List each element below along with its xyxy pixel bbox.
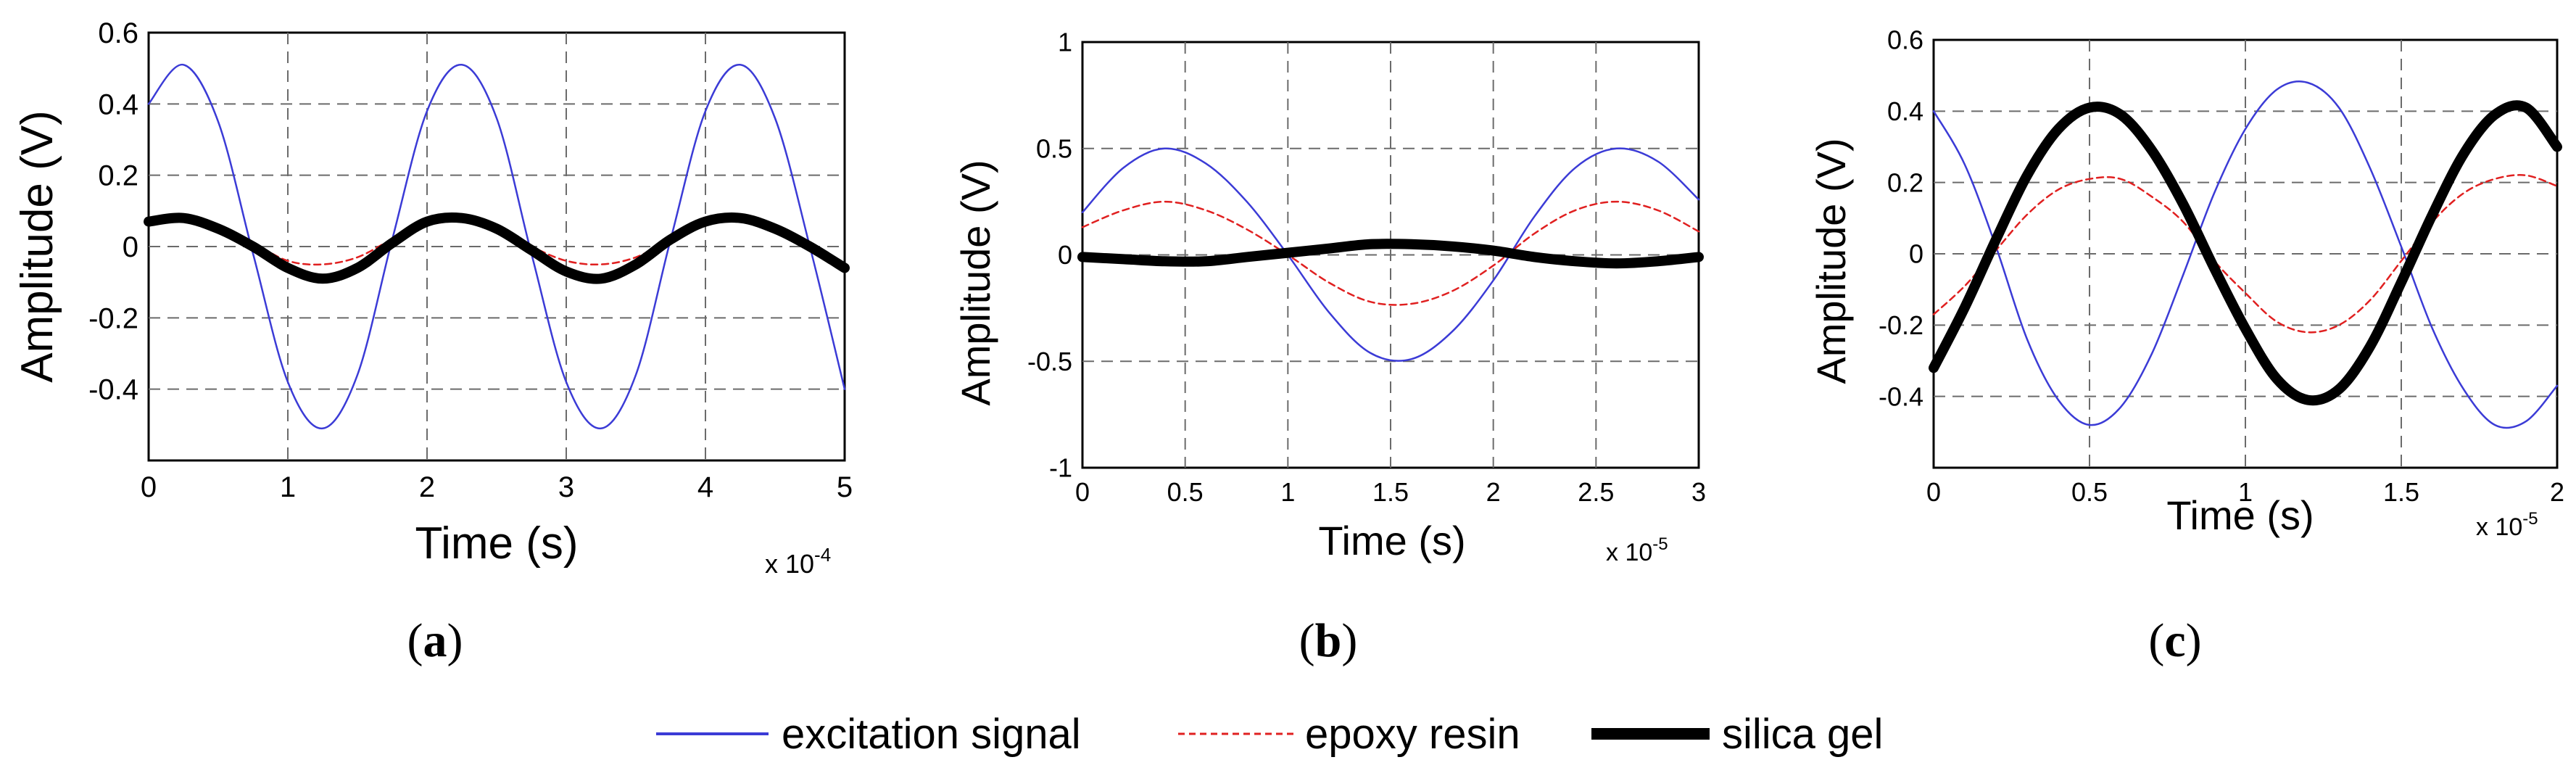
legend-label-excitation: excitation signal [782, 711, 1081, 758]
panel-label-b: (b) [1299, 614, 1358, 667]
x-tick-label-b-3: 1.5 [1372, 477, 1409, 507]
ticks-c: 0 0.5 1 1.5 2 -0.4 -0.2 0 0.2 0.4 0.6 [1879, 25, 2564, 507]
y-tick-label-b-4: 1 [1058, 28, 1072, 57]
y-tick-label-a-3: 0.2 [98, 160, 138, 192]
legend-label-silica: silica gel [1722, 711, 1883, 758]
panel-b: 0 0.5 1 1.5 2 2.5 3 -1 -0.5 0 0.5 1 Amplitude (V) T… [953, 28, 1706, 667]
panel-c: 0 0.5 1 1.5 2 -0.4 -0.2 0 0.2 0.4 0.6 Amplitude (V… [1808, 25, 2564, 667]
y-axis-label-c: Amplitude (V) [1808, 138, 1854, 384]
y-tick-label-a-1: -0.2 [88, 302, 138, 334]
series-line-excitation-signal-c [1932, 80, 2559, 429]
x-tick-label-b-4: 2 [1486, 477, 1501, 507]
y-tick-label-b-3: 0.5 [1036, 133, 1072, 163]
ticks-b: 0 0.5 1 1.5 2 2.5 3 -1 -0.5 0 0.5 1 [1027, 28, 1706, 507]
x-tick-label-b-1: 0.5 [1167, 477, 1204, 507]
y-tick-label-a-0: -0.4 [88, 374, 138, 406]
legend: excitation signal epoxy resin silica gel [656, 711, 1883, 758]
x-tick-label-b-6: 3 [1691, 477, 1706, 507]
x-multiplier-b: x 10-5 [1606, 534, 1668, 566]
x-axis-label-a: Time (s) [415, 518, 579, 569]
y-tick-label-b-0: -1 [1049, 453, 1072, 483]
x-tick-label-b-0: 0 [1075, 477, 1090, 507]
series-c [1929, 80, 2562, 429]
x-multiplier-base-a: x 10 [765, 549, 814, 579]
grid-c [1934, 40, 2557, 468]
panel-label-letter-a: a [423, 614, 447, 667]
y-axis-label-b: Amplitude (V) [953, 160, 998, 405]
x-axis-label-b: Time (s) [1318, 518, 1465, 563]
y-tick-label-b-2: 0 [1058, 240, 1072, 270]
x-multiplier-c: x 10-5 [2476, 509, 2538, 541]
series-b [1077, 147, 1704, 362]
x-axis-label-c: Time (s) [2166, 492, 2314, 538]
panel-label-c: (c) [2148, 614, 2201, 667]
y-tick-label-a-4: 0.4 [98, 88, 138, 120]
y-tick-label-c-4: 0.4 [1887, 96, 1923, 126]
x-tick-label-a-0: 0 [141, 471, 157, 503]
series-line-silica-gel-c [1929, 100, 2562, 406]
y-tick-label-c-3: 0.2 [1887, 168, 1923, 197]
panel-a: 0 1 2 3 4 5 -0.4 -0.2 0 0.2 0.4 0.6 Amplitude (V) T… [12, 17, 853, 667]
y-tick-label-a-5: 0.6 [98, 17, 138, 49]
y-tick-label-c-2: 0 [1909, 239, 1923, 269]
x-tick-label-c-3: 1.5 [2383, 477, 2419, 507]
series-line-epoxy-resin-b [1081, 200, 1700, 306]
x-multiplier-base-c: x 10 [2476, 513, 2522, 541]
x-multiplier-base-b: x 10 [1606, 539, 1652, 566]
series-line-silica-gel-a [144, 212, 850, 284]
series-a [144, 64, 850, 430]
series-line-excitation-signal-a [147, 64, 846, 430]
panel-label-a: (a) [407, 614, 463, 667]
legend-label-epoxy: epoxy resin [1305, 711, 1520, 758]
y-tick-label-c-1: -0.2 [1879, 310, 1923, 340]
y-axis-label-a: Amplitude (V) [12, 110, 62, 383]
y-tick-label-a-2: 0 [123, 231, 138, 263]
panel-label-letter-b: b [1315, 614, 1342, 667]
series-line-excitation-signal-b [1081, 147, 1700, 362]
panel-label-letter-c: c [2164, 614, 2185, 667]
x-multiplier-a: x 10-4 [765, 544, 831, 579]
x-tick-label-a-1: 1 [280, 471, 296, 503]
x-multiplier-exponent-b: -5 [1652, 534, 1668, 554]
x-tick-label-c-2: 1 [2238, 477, 2253, 507]
x-multiplier-exponent-a: -4 [814, 544, 831, 566]
series-line-silica-gel-b [1077, 239, 1704, 269]
y-tick-label-c-5: 0.6 [1887, 25, 1923, 55]
x-multiplier-exponent-c: -5 [2522, 509, 2538, 529]
series-line-epoxy-resin-c [1932, 174, 2559, 334]
x-tick-label-c-0: 0 [1926, 477, 1941, 507]
x-tick-label-a-5: 5 [837, 471, 853, 503]
x-tick-label-a-3: 3 [558, 471, 574, 503]
x-tick-label-b-2: 1 [1280, 477, 1295, 507]
ticks-a: 0 1 2 3 4 5 -0.4 -0.2 0 0.2 0.4 0.6 [88, 17, 853, 503]
y-tick-label-b-1: -0.5 [1027, 347, 1072, 376]
x-tick-label-b-5: 2.5 [1578, 477, 1614, 507]
grid-a [149, 33, 845, 460]
x-tick-label-a-4: 4 [697, 471, 713, 503]
x-tick-label-a-2: 2 [419, 471, 435, 503]
x-tick-label-c-1: 0.5 [2071, 477, 2108, 507]
x-tick-label-c-4: 2 [2550, 477, 2564, 507]
y-tick-label-c-0: -0.4 [1879, 381, 1923, 411]
